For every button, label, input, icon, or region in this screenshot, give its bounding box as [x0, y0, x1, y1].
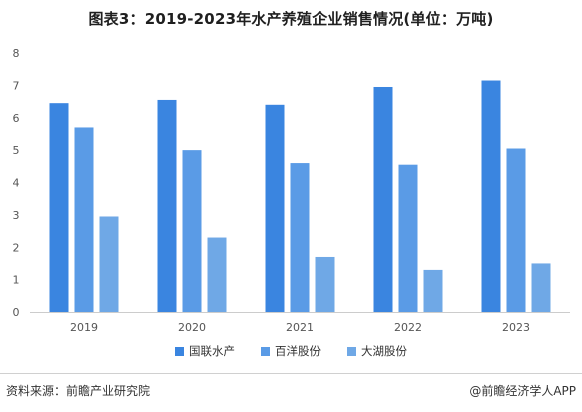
x-tick-label: 2022: [394, 321, 422, 334]
legend-label: 大湖股份: [361, 344, 407, 358]
y-axis-ticks: 0 1 2 3 4 5 6 7 8: [13, 47, 20, 319]
y-tick-label: 2: [13, 241, 20, 254]
bar-2021-series-2: [290, 163, 310, 312]
y-tick-label: 1: [13, 274, 20, 287]
bar-2022-series-1: [373, 86, 393, 313]
bar-2021-series-3: [315, 256, 335, 312]
legend-label: 国联水产: [189, 344, 235, 358]
bar-group-2021: [265, 104, 335, 312]
bar-group-2020: [157, 99, 227, 313]
bar-2019-series-3: [99, 216, 119, 312]
bar-group-2023: [481, 80, 551, 313]
footer-divider: [0, 373, 582, 374]
bar-2023-series-3: [531, 263, 551, 312]
bar-2022-series-2: [398, 164, 418, 312]
x-axis-ticks: 2019 2020 2021 2022 2023: [70, 321, 530, 334]
bar-2019-series-1: [49, 103, 69, 313]
y-tick-label: 5: [13, 144, 20, 157]
bar-2019-series-2: [74, 127, 94, 313]
y-tick-label: 3: [13, 209, 20, 222]
y-tick-label: 4: [13, 177, 20, 190]
y-tick-label: 7: [13, 79, 20, 92]
chart-title: 图表3：2019-2023年水产养殖企业销售情况(单位：万吨): [88, 10, 494, 28]
legend-swatch: [261, 346, 270, 356]
bar-groups: [49, 80, 551, 313]
y-tick-label: 6: [13, 112, 20, 125]
bar-group-2022: [373, 86, 443, 313]
legend-label: 百洋股份: [275, 344, 321, 358]
x-tick-label: 2023: [502, 321, 530, 334]
bar-2020-series-3: [207, 237, 227, 312]
legend-swatch: [347, 346, 356, 356]
bar-2023-series-1: [481, 80, 501, 313]
bar-2023-series-2: [506, 148, 526, 312]
bar-2020-series-2: [182, 150, 202, 313]
legend-swatch: [175, 346, 184, 356]
y-tick-label: 8: [13, 47, 20, 60]
bar-group-2019: [49, 103, 119, 313]
bar-2022-series-3: [423, 269, 443, 312]
chart-legend: 国联水产 百洋股份 大湖股份: [0, 343, 582, 359]
source-note: 资料来源：前瞻产业研究院: [6, 384, 151, 398]
bar-2020-series-1: [157, 99, 177, 312]
y-tick-label: 0: [13, 306, 20, 319]
x-tick-label: 2020: [178, 321, 206, 334]
bar-chart: 0 1 2 3 4 5 6 7 8 2019 2020 2021 2022 2023: [13, 47, 570, 334]
x-tick-label: 2021: [286, 321, 314, 334]
bar-2021-series-1: [265, 104, 285, 312]
x-tick-label: 2019: [70, 321, 98, 334]
legend-item: 国联水产: [175, 343, 235, 359]
legend-item: 百洋股份: [261, 343, 321, 359]
legend-item: 大湖股份: [347, 343, 407, 359]
credit-note: @前瞻经济学人APP: [469, 384, 576, 398]
